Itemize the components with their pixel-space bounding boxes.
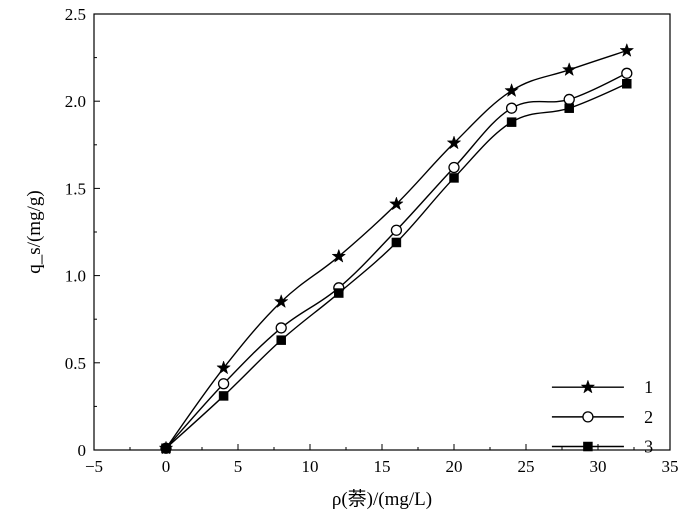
legend: 1 2 3 [551,377,653,457]
legend-label: 3 [644,437,653,457]
data-point-series-3 [334,288,344,298]
data-point-series-2 [563,93,575,106]
x-tick-label: 25 [518,457,535,476]
y-tick-label: 0 [78,441,87,460]
series-2 [160,67,633,454]
series-layer [158,42,635,455]
data-point-series-3 [391,237,402,248]
y-tick-label: 1.5 [65,179,86,198]
data-point-series-1 [331,248,347,263]
legend-item-2: 2 [551,407,653,427]
y-axis-label: q_s/(mg/g) [24,190,45,273]
data-point-series-1 [561,62,577,77]
data-point-series-1 [216,360,231,375]
legend-item-3: 3 [551,437,653,457]
x-tick-label: 30 [590,457,607,476]
x-tick-label: 0 [162,457,171,476]
plot-frame [93,13,671,451]
data-point-series-2 [505,102,518,114]
y-tick-label: 2.5 [65,5,86,24]
legend-marker [582,411,594,423]
y-tick-label: 2.0 [65,92,86,111]
data-point-series-2 [621,67,633,79]
data-point-series-1 [619,42,635,57]
data-point-series-2 [217,378,230,390]
legend-label: 2 [644,407,653,427]
x-tick-label: −5 [85,457,103,476]
legend-label: 1 [644,377,653,397]
data-point-series-3 [218,391,229,401]
x-axis-label: ρ(萘)/(mg/L) [332,488,432,510]
y-tick-label: 0.5 [65,354,86,373]
x-tick-label: 35 [662,457,679,476]
series-3 [161,79,632,454]
series-1 [158,42,635,455]
x-tick-label: 5 [234,457,243,476]
data-point-series-1 [273,294,289,309]
legend-marker [580,379,596,394]
x-tick-label: 15 [374,457,391,476]
data-point-series-3 [449,173,459,183]
data-point-series-1 [504,82,519,98]
data-point-series-3 [506,117,517,127]
series-line-3 [165,83,628,449]
data-point-series-1 [446,135,462,150]
y-tick-label: 1.0 [65,267,86,286]
legend-marker [583,441,593,452]
data-point-series-1 [389,196,404,211]
x-tick-label: 10 [302,457,319,476]
data-point-series-2 [275,322,287,334]
series-line-2 [165,72,628,449]
legend-item-1: 1 [551,377,653,397]
data-point-series-3 [622,79,632,89]
data-point-series-3 [276,335,286,345]
data-point-series-2 [448,161,460,174]
x-tick-label: 20 [446,457,463,476]
data-point-series-2 [390,224,403,236]
data-point-series-3 [564,103,574,113]
data-point-series-3 [161,443,171,454]
